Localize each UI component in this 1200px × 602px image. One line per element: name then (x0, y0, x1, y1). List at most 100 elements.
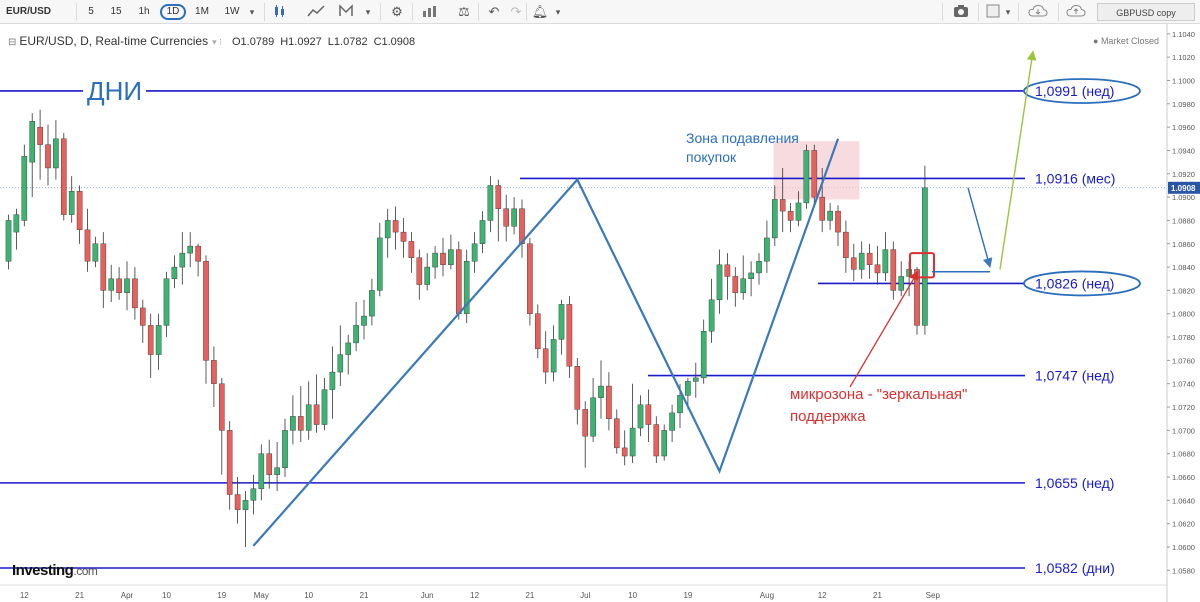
redo-icon[interactable]: ↷ (510, 4, 522, 19)
balance-icon[interactable]: ⚖ (458, 4, 470, 19)
y-tick-label: 1.0960 (1172, 123, 1195, 132)
candles-icon[interactable] (270, 4, 290, 20)
candle-body (187, 245, 194, 254)
candle-body (53, 138, 59, 169)
toolbar-divider (380, 3, 381, 21)
micro-zone-box (909, 252, 935, 279)
symbol-selector[interactable]: EUR/USD (6, 6, 52, 17)
timeframe-1d[interactable]: 1D (160, 4, 186, 20)
chevron-down-icon[interactable]: ▾ (365, 7, 371, 17)
camera-icon[interactable] (950, 4, 972, 20)
candle-body (345, 342, 352, 355)
pullback-arrow (967, 187, 993, 269)
investing-logo: Investing.com (12, 562, 98, 579)
candle-body (298, 416, 304, 431)
gear-icon[interactable]: ⚙ (391, 4, 403, 19)
candle-body (487, 185, 494, 221)
candle-body (582, 409, 588, 437)
candle-body (377, 237, 383, 291)
days-annotation: ДНИ (83, 76, 147, 107)
indicators-icon[interactable] (304, 4, 328, 20)
candle-body (139, 307, 146, 326)
candle-body (851, 257, 857, 270)
candle-body (234, 494, 241, 510)
timeframe-1h[interactable]: 1h (138, 6, 150, 17)
cloud-upload-icon[interactable] (1064, 4, 1088, 20)
x-tick-label: 21 (360, 591, 369, 600)
candle-body (535, 313, 541, 349)
candle-body (408, 241, 415, 258)
x-tick-label: 12 (818, 591, 827, 600)
candle-body (242, 500, 249, 510)
chevron-down-icon[interactable]: ▾ ⁝ (212, 37, 222, 47)
x-tick-label: 19 (683, 591, 692, 600)
x-tick-label: Jul (580, 591, 590, 600)
chevron-down-icon[interactable]: ▾ (1005, 7, 1011, 17)
candle-body (266, 453, 273, 475)
x-tick-label: May (254, 591, 269, 600)
timeframe-15[interactable]: 15 (110, 6, 122, 17)
collapse-icon[interactable]: ⊟ (8, 37, 17, 48)
bar-chart-icon[interactable] (418, 4, 442, 20)
candle-body (669, 412, 675, 431)
current-price-label: 1.0908 (1171, 184, 1196, 193)
candle-body (329, 371, 336, 390)
level-label: 1,0582 (дни) (1035, 560, 1115, 576)
layout-icon[interactable] (984, 4, 1002, 20)
y-tick-label: 1.1020 (1172, 53, 1195, 62)
candle-body (661, 430, 667, 457)
timeframe-1m[interactable]: 1M (195, 6, 209, 17)
candle-body (84, 229, 91, 262)
candle-body (45, 144, 51, 169)
chart-header: ⊟ EUR/USD, D, Real-time Currencies ▾ ⁝ O1.0… (8, 34, 415, 48)
timeframe-1w[interactable]: 1W (224, 6, 240, 17)
candle-body (132, 278, 138, 309)
market-status: ● Market Closed (1093, 36, 1159, 46)
candle-body (37, 126, 43, 145)
candle-body (503, 208, 510, 227)
candle-body (708, 299, 715, 332)
candle-body (716, 264, 723, 300)
candle-body (621, 447, 628, 457)
price-chart[interactable]: 1,0991 (нед) 1,0916 (мес) 1,0826 (нед) 1,07… (0, 24, 1200, 602)
candle-body (566, 304, 573, 367)
candle-body (226, 430, 233, 495)
x-tick-label: 21 (873, 591, 882, 600)
level-highlight-ellipse (1023, 270, 1141, 297)
x-tick-label: 21 (525, 591, 534, 600)
candle-body (76, 191, 83, 230)
candle-body (787, 210, 794, 221)
cloud-download-icon[interactable] (1026, 4, 1050, 20)
compare-icon[interactable] (336, 4, 356, 20)
y-tick-label: 1.0840 (1172, 263, 1195, 272)
chevron-down-icon[interactable]: ▾ (249, 7, 255, 17)
timeframe-5[interactable]: 5 (88, 6, 94, 17)
level-label: 1,0655 (нед) (1035, 475, 1114, 491)
candle-body (463, 261, 470, 314)
candle-body (218, 383, 225, 431)
candle-body (558, 304, 565, 340)
undo-icon[interactable]: ↶ (488, 4, 500, 19)
y-tick-label: 1.0660 (1172, 473, 1195, 482)
layout-name-button[interactable]: GBPUSD copy (1097, 3, 1195, 21)
candle-body (471, 243, 478, 262)
candle-body (637, 404, 644, 429)
y-tick-label: 1.0920 (1172, 170, 1195, 179)
candle-body (542, 348, 549, 373)
level-label: 1,0747 (нед) (1035, 368, 1114, 384)
y-tick-label: 1.0820 (1172, 286, 1195, 295)
candle-body (5, 220, 12, 262)
candle-body (195, 245, 201, 262)
toolbar-divider (526, 3, 527, 21)
alert-bell-icon[interactable]: 🔔︎ (531, 4, 549, 19)
wave-trendline (252, 138, 840, 547)
candle-body (163, 278, 170, 326)
candle-body (858, 252, 865, 270)
candle-body (203, 261, 209, 361)
zone-annotation-line2: покупок (686, 149, 737, 165)
y-tick-label: 1.1000 (1172, 76, 1195, 85)
y-tick-label: 1.0700 (1172, 426, 1195, 435)
candle-body (495, 185, 502, 209)
chevron-down-icon[interactable]: ▾ (555, 7, 561, 17)
candle-body (250, 488, 257, 501)
